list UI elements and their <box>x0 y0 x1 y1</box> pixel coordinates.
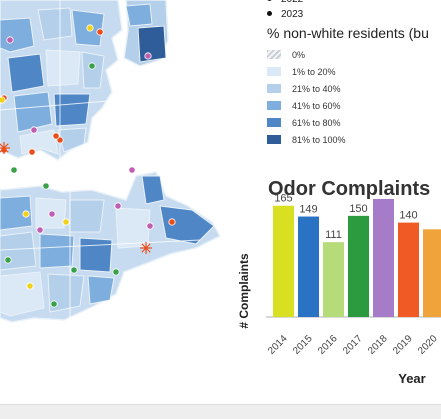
x-tick-2015: 2015 <box>291 333 315 357</box>
legend-swatch <box>267 67 281 77</box>
data-label-2017: 150 <box>349 203 367 215</box>
map-marker <box>22 210 30 218</box>
map-marker <box>128 166 136 174</box>
legend-swatch <box>267 118 281 128</box>
choropleth-map <box>0 0 226 345</box>
starburst-icon <box>140 242 152 254</box>
legend-swatch <box>267 135 281 145</box>
legend-title: % non-white residents (bu <box>267 25 429 41</box>
map-marker <box>146 222 154 230</box>
map-marker <box>28 148 36 156</box>
data-label-2014: 165 <box>274 193 292 205</box>
legend-bin-0: 0% <box>267 50 305 61</box>
map-legend: 2022 2023 % non-white residents (bu 0% 1… <box>267 0 441 150</box>
map-markers <box>0 24 176 308</box>
data-label-2015: 149 <box>299 204 317 216</box>
y-axis-label: # Complaints <box>237 253 251 329</box>
bar-2018 <box>373 199 394 317</box>
legend-dot-icon <box>267 0 272 1</box>
legend-dot-icon <box>267 10 272 16</box>
map-marker <box>52 132 60 140</box>
map-marker <box>26 282 34 290</box>
map-marker <box>10 166 18 174</box>
bar-2019 <box>398 222 419 317</box>
map-marker <box>48 210 56 218</box>
x-tick-2020: 2020 <box>416 333 440 357</box>
bars: 165 2014 149 2015 111 2016 150 2017 2018 140 2019 2… <box>266 193 441 357</box>
map-marker <box>112 268 120 276</box>
odor-complaints-bar-chart: Odor Complaints # Complaints Year 165 201… <box>237 178 441 386</box>
map-marker <box>168 218 176 226</box>
starburst-icon <box>0 142 10 154</box>
legend-bin-2: 21% to 40% <box>267 84 341 95</box>
map-marker <box>30 126 38 134</box>
legend-item-2023: 2023 <box>267 9 303 20</box>
legend-bin-1: 1% to 20% <box>267 67 336 78</box>
bar-2017 <box>348 215 369 317</box>
bottom-strip <box>0 404 441 419</box>
map-roads <box>0 0 201 320</box>
map-marker <box>86 24 94 32</box>
map-marker <box>70 266 78 274</box>
map-marker <box>144 52 152 60</box>
bar-2015 <box>298 216 319 317</box>
map-marker <box>88 62 96 70</box>
legend-swatch <box>267 84 281 94</box>
x-tick-2018: 2018 <box>366 333 390 357</box>
bar-2016 <box>323 242 344 317</box>
x-axis-label: Year <box>398 371 425 386</box>
x-tick-2019: 2019 <box>391 333 415 357</box>
map-northeast-district <box>123 0 169 67</box>
legend-swatch-hatched <box>267 50 281 60</box>
map-north-district <box>0 0 123 161</box>
x-tick-2017: 2017 <box>341 333 365 357</box>
legend-bin-3: 41% to 60% <box>267 101 341 112</box>
map-marker <box>6 36 14 44</box>
data-label-2019: 140 <box>399 210 417 222</box>
map-marker <box>114 202 122 210</box>
map-marker <box>42 182 50 190</box>
data-label-2016: 111 <box>325 229 342 241</box>
map-marker <box>62 218 70 226</box>
bar-2020 <box>423 229 441 317</box>
map-marker <box>0 96 6 104</box>
map-marker <box>4 256 12 264</box>
x-tick-2014: 2014 <box>266 333 290 357</box>
map-marker <box>96 28 104 36</box>
legend-bin-4: 61% to 80% <box>267 118 341 129</box>
map-marker <box>36 226 44 234</box>
legend-bin-5: 81% to 100% <box>267 135 346 146</box>
bar-2014 <box>273 205 294 317</box>
map-marker <box>50 300 58 308</box>
chart-title: Odor Complaints <box>268 178 430 200</box>
x-tick-2016: 2016 <box>316 333 340 357</box>
legend-swatch <box>267 101 281 111</box>
legend-item-2022: 2022 <box>267 0 303 5</box>
